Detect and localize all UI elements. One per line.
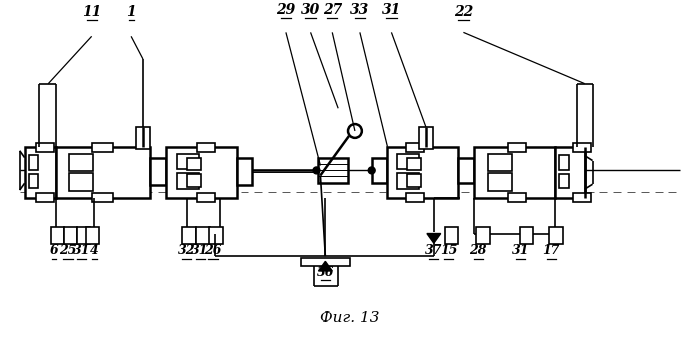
Bar — [559, 174, 569, 188]
Bar — [36, 143, 54, 152]
Bar — [188, 158, 201, 170]
Text: 25: 25 — [60, 244, 77, 257]
Text: 6: 6 — [50, 244, 59, 257]
Bar — [458, 158, 474, 183]
Bar — [64, 227, 77, 244]
Bar — [56, 147, 150, 198]
Bar — [388, 147, 458, 198]
Bar — [77, 227, 90, 244]
Text: 31: 31 — [512, 244, 529, 257]
Text: 22: 22 — [454, 4, 473, 18]
Bar — [197, 143, 215, 152]
Bar — [508, 143, 526, 152]
Bar — [85, 227, 99, 244]
Bar — [519, 227, 533, 244]
Bar — [166, 147, 237, 198]
Bar — [488, 154, 512, 172]
Bar — [559, 154, 569, 170]
Bar — [29, 154, 38, 170]
Text: Фиг. 13: Фиг. 13 — [321, 311, 379, 325]
Bar — [177, 173, 199, 189]
Text: 36: 36 — [316, 266, 334, 279]
Text: 37: 37 — [425, 244, 442, 257]
Text: 33: 33 — [350, 3, 370, 17]
Bar — [136, 127, 150, 149]
Bar — [407, 174, 421, 187]
Text: 29: 29 — [276, 3, 295, 17]
Bar — [573, 193, 591, 202]
Bar — [550, 227, 563, 244]
Bar — [444, 227, 458, 244]
Bar — [474, 147, 555, 198]
Bar — [69, 154, 92, 172]
Bar — [301, 258, 350, 266]
Text: 27: 27 — [323, 3, 342, 17]
Bar — [406, 143, 424, 152]
Bar — [372, 158, 388, 183]
Bar — [476, 227, 490, 244]
Text: 31: 31 — [73, 244, 90, 257]
Circle shape — [313, 167, 320, 174]
Text: 1: 1 — [126, 4, 136, 18]
Bar — [555, 147, 584, 198]
Bar — [197, 193, 215, 202]
Text: 17: 17 — [542, 244, 560, 257]
Circle shape — [368, 167, 375, 174]
Text: 31: 31 — [191, 244, 209, 257]
Bar — [150, 158, 166, 185]
Bar — [177, 154, 199, 169]
Bar — [398, 173, 419, 189]
Bar — [237, 158, 253, 185]
Polygon shape — [318, 261, 332, 271]
Text: 30: 30 — [301, 3, 320, 17]
Polygon shape — [427, 234, 441, 243]
Bar — [508, 193, 526, 202]
Bar — [36, 193, 54, 202]
Bar — [209, 227, 223, 244]
Bar — [318, 158, 348, 183]
Bar — [488, 173, 512, 191]
Text: 31: 31 — [382, 3, 401, 17]
Bar — [406, 193, 424, 202]
Text: 28: 28 — [470, 244, 487, 257]
Text: 32: 32 — [178, 244, 195, 257]
Bar — [29, 174, 38, 188]
Text: 4: 4 — [90, 244, 99, 257]
Bar — [196, 227, 210, 244]
Bar — [25, 147, 56, 198]
Bar — [92, 143, 113, 152]
Bar — [51, 227, 64, 244]
Bar — [92, 193, 113, 202]
Text: 15: 15 — [440, 244, 457, 257]
Bar — [573, 143, 591, 152]
Text: 11: 11 — [82, 4, 102, 18]
Bar — [407, 158, 421, 170]
Bar — [188, 174, 201, 187]
Bar — [419, 127, 433, 149]
Text: 26: 26 — [204, 244, 222, 257]
Bar — [183, 227, 196, 244]
Bar — [398, 154, 419, 169]
Bar — [69, 173, 92, 191]
